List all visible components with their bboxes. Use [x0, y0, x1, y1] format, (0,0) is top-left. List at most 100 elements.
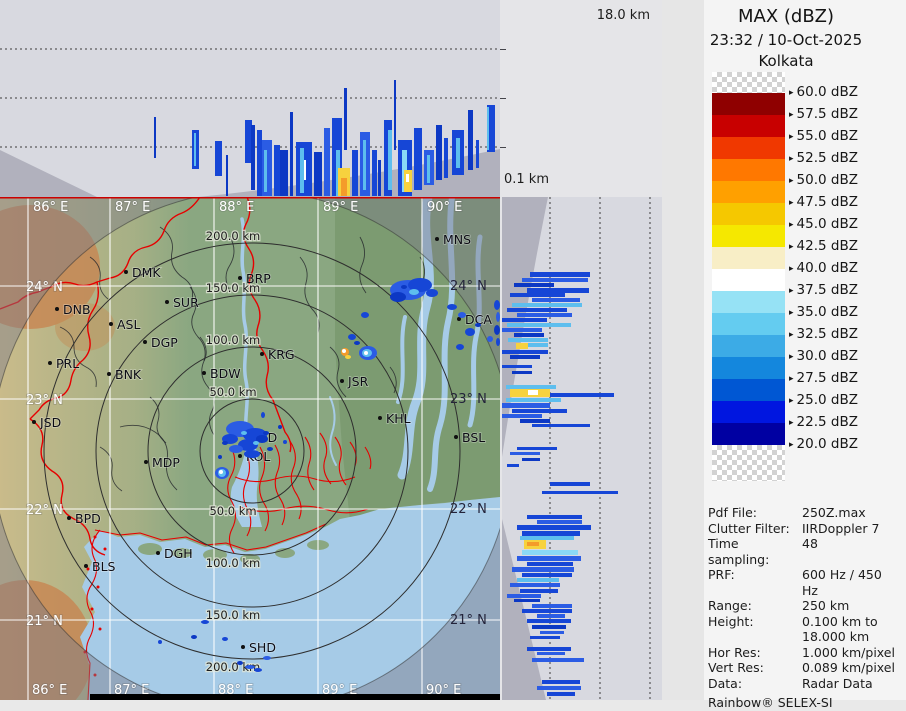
- meta-label: Range:: [708, 598, 752, 613]
- height-max-label: 18.0 km: [596, 8, 650, 23]
- echo-column: [300, 148, 304, 193]
- radar-echo: [241, 431, 247, 435]
- radar-echo: [342, 349, 346, 353]
- tick-arrow-icon: ▸: [789, 330, 794, 340]
- dbz-swatch: [712, 291, 785, 313]
- dbz-swatch: [712, 181, 785, 203]
- echo-bar: [542, 491, 618, 494]
- dbz-label: ▸ 60.0 dBZ: [789, 84, 858, 100]
- latitude-label-left: 22° N: [26, 503, 63, 518]
- city-dot: [457, 317, 461, 321]
- city-dot: [32, 420, 36, 424]
- echo-column: [436, 125, 442, 180]
- radar-echo: [278, 425, 282, 429]
- radar-echo: [345, 355, 351, 359]
- range-ring-label: 50.0 km: [209, 385, 256, 399]
- city-dot: [238, 454, 242, 458]
- echo-bar: [508, 338, 548, 342]
- dbz-swatch: [712, 357, 785, 379]
- city-label: BRP: [246, 271, 271, 286]
- dbz-swatch-below-range: [712, 445, 785, 481]
- latitude-label-left: 21° N: [26, 614, 63, 629]
- echo-column: [456, 138, 460, 168]
- city-dot: [156, 551, 160, 555]
- river: [467, 234, 483, 428]
- map-top-border: [0, 197, 500, 199]
- echo-bar: [532, 625, 566, 629]
- radar-echo: [408, 278, 432, 292]
- height-axis-area: 18.0 km 0.1 km: [500, 0, 662, 197]
- radar-echo: [487, 336, 493, 342]
- meta-label: PRF:: [708, 567, 735, 582]
- echo-bar: [528, 343, 548, 347]
- dbz-label: ▸ 27.5 dBZ: [789, 370, 858, 386]
- map-cities: DMK DNB SUR ASL DGP PRL BNK BDW BRP KRG MNS DCA JSR K…: [32, 231, 493, 656]
- product-timestamp: 23:32 / 10-Oct-2025: [709, 31, 863, 49]
- river-estuary: [230, 440, 262, 527]
- latitude-label-left: 24° N: [26, 280, 63, 295]
- longitude-label-top: 90° E: [427, 200, 462, 215]
- meta-label: Hor Res:: [708, 644, 761, 660]
- tick-arrow-icon: ▸: [789, 308, 794, 318]
- echo-column: [215, 141, 222, 176]
- city-label: MNS: [443, 232, 471, 247]
- tick-arrow-icon: ▸: [789, 176, 794, 186]
- echo-bar: [507, 308, 567, 312]
- dbz-label: ▸ 30.0 dBZ: [789, 348, 858, 364]
- latitude-label-right: 23° N: [450, 392, 487, 407]
- echo-bar: [547, 692, 575, 696]
- range-ring-label: 100.0 km: [206, 556, 260, 570]
- range-ring-label: 100.0 km: [206, 333, 260, 347]
- radar-echo: [245, 665, 255, 669]
- product-title: MAX (dBZ): [737, 6, 835, 27]
- city-dot: [84, 564, 88, 568]
- height-min-label: 0.1 km: [504, 172, 549, 187]
- echo-column: [194, 133, 196, 166]
- tick-arrow-icon: ▸: [789, 242, 794, 252]
- river: [329, 396, 337, 466]
- echo-column: [468, 110, 473, 170]
- echo-column: [487, 107, 489, 150]
- legend-panel: MAX (dBZ) 23:32 / 10-Oct-2025 Kolkata ▸ 6…: [662, 0, 906, 710]
- radar-echo: [361, 312, 369, 318]
- echo-bar: [507, 323, 571, 327]
- dbz-label: ▸ 47.5 dBZ: [789, 194, 858, 210]
- software-brand: Rainbow® SELEX-SI: [708, 695, 833, 710]
- radar-echo: [237, 661, 243, 665]
- island: [203, 549, 227, 561]
- meta-table: Pdf File: 250Z.max Clutter Filter: IIRDoppl…: [708, 505, 900, 691]
- city-dot: [124, 270, 128, 274]
- dbz-swatch: [712, 423, 785, 445]
- city-dot: [260, 352, 264, 356]
- city-label: BLS: [92, 559, 116, 574]
- dbz-swatch: [712, 115, 785, 137]
- radar-echo: [218, 455, 222, 459]
- echo-bar: [540, 631, 564, 634]
- product-metadata: Pdf File: 250Z.max Clutter Filter: IIRDoppl…: [708, 505, 900, 711]
- meta-label: Height:: [708, 613, 754, 629]
- city-label: KRG: [268, 347, 295, 362]
- dbz-label: ▸ 42.5 dBZ: [789, 238, 858, 254]
- echo-bar: [537, 614, 565, 618]
- radar-echo: [283, 440, 287, 444]
- echo-column: [324, 128, 330, 196]
- echo-column: [476, 140, 479, 168]
- echo-bar: [517, 525, 591, 530]
- city-dot: [144, 460, 148, 464]
- echo-column: [280, 150, 288, 196]
- echo-bar: [520, 419, 550, 423]
- echo-bar: [550, 482, 590, 486]
- radar-echo: [263, 431, 269, 435]
- yz-cross-section-panel: [502, 197, 662, 700]
- map-bottom-black-bar: [90, 694, 500, 700]
- echo-column: [406, 174, 409, 182]
- tick-arrow-icon: ▸: [789, 418, 794, 428]
- echo-bar: [532, 298, 580, 302]
- city-dot: [202, 371, 206, 375]
- echo-column: [154, 117, 156, 158]
- radar-echo: [354, 341, 360, 345]
- latitude-label-right: 22° N: [450, 502, 487, 517]
- echo-bar: [502, 403, 550, 408]
- radar-echo: [401, 285, 407, 289]
